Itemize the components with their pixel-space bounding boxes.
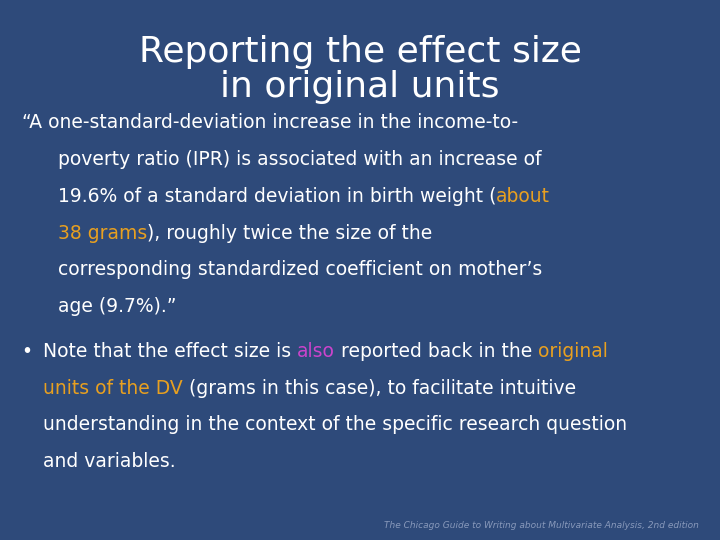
Text: original: original	[539, 342, 608, 361]
Text: in original units: in original units	[220, 70, 500, 104]
Text: age (9.7%).”: age (9.7%).”	[58, 297, 176, 316]
Text: •: •	[22, 342, 32, 361]
Text: about: about	[496, 187, 550, 206]
Text: poverty ratio (IPR) is associated with an increase of: poverty ratio (IPR) is associated with a…	[58, 150, 541, 169]
Text: ), roughly twice the size of the: ), roughly twice the size of the	[147, 224, 432, 242]
Text: Note that the effect size is: Note that the effect size is	[43, 342, 297, 361]
Text: corresponding standardized coefficient on mother’s: corresponding standardized coefficient o…	[58, 260, 542, 279]
Text: and variables.: and variables.	[43, 452, 176, 471]
Text: (grams in this case), to facilitate intuitive: (grams in this case), to facilitate intu…	[183, 379, 576, 397]
Text: reported back in the: reported back in the	[336, 342, 539, 361]
Text: Reporting the effect size: Reporting the effect size	[138, 35, 582, 69]
Text: “A one-standard-deviation increase in the income-to-: “A one-standard-deviation increase in th…	[22, 113, 518, 132]
Text: also: also	[297, 342, 336, 361]
Text: 38 grams: 38 grams	[58, 224, 147, 242]
Text: 19.6% of a standard deviation in birth weight (: 19.6% of a standard deviation in birth w…	[58, 187, 496, 206]
Text: understanding in the context of the specific research question: understanding in the context of the spec…	[43, 415, 627, 434]
Text: The Chicago Guide to Writing about Multivariate Analysis, 2nd edition: The Chicago Guide to Writing about Multi…	[384, 521, 698, 530]
Text: units of the DV: units of the DV	[43, 379, 183, 397]
